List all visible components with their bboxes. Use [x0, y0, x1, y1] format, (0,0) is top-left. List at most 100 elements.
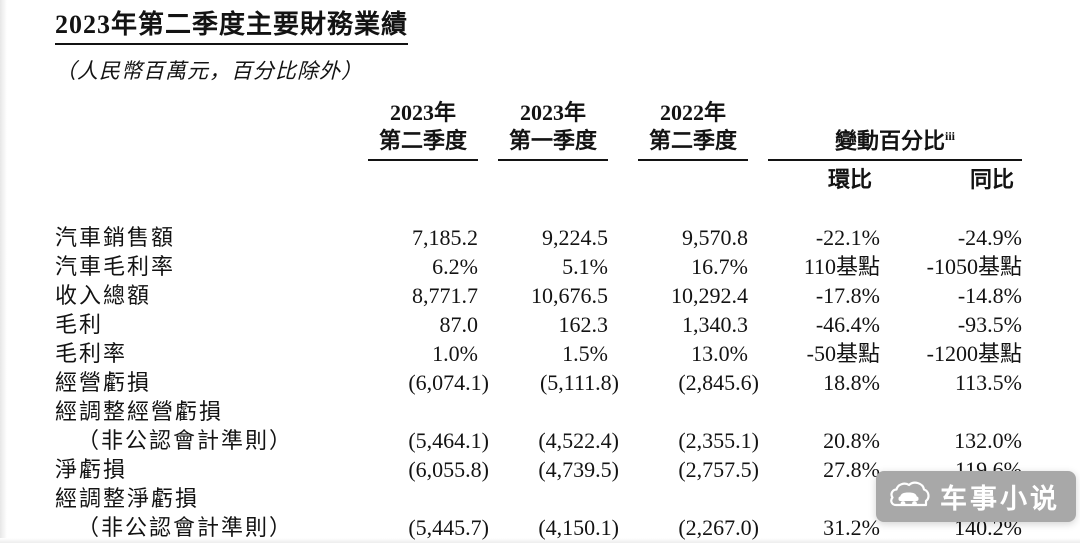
row-label: 毛利	[55, 312, 104, 337]
cell-q2-2023: (6,074.1)	[408, 370, 489, 395]
financial-results-table: 2023年 第二季度 2023年 第一季度 2022年 第二季度	[55, 99, 1034, 542]
cell-q2-2023: 1.0%	[432, 341, 478, 366]
row-label-cell: 收入總額	[55, 281, 368, 310]
spacer-cell	[55, 161, 368, 195]
subheader-yoy: 同比	[969, 167, 1014, 192]
page-title: 2023年第二季度主要財務業績	[55, 10, 1080, 45]
cell-q2-2022: (2,845.6)	[678, 370, 759, 395]
page-title-text: 2023年第二季度主要財務業績	[55, 10, 409, 45]
cell-yoy: -1050基點	[926, 254, 1022, 279]
row-label: 淨虧損	[55, 457, 128, 482]
row-label: 經營虧損	[55, 370, 152, 395]
col-header-quarter: 第二季度	[378, 128, 467, 153]
row-label-cell: 經營虧損	[55, 368, 368, 397]
table-row-adjusted-operating-loss: 經調整經營虧損 （非公認會計準則） (5,464.1) (4,522.4) (2…	[55, 397, 1034, 455]
cell-qoq: -50基點	[806, 341, 880, 366]
row-label-cell: 淨虧損	[55, 455, 368, 484]
col-header-q2-2022: 2022年 第二季度	[620, 99, 760, 161]
cell-q2-2023: 8,771.7	[412, 283, 478, 308]
cell-q2-2023: (5,464.1)	[408, 428, 489, 453]
cell-yoy: 113.5%	[954, 370, 1022, 395]
cell-qoq: -22.1%	[815, 225, 880, 250]
col-header-q2-2023: 2023年 第二季度	[368, 99, 490, 161]
quarter-header-row: 2023年 第二季度 2023年 第一季度 2022年 第二季度	[55, 99, 1034, 161]
table-row-gross-margin: 毛利率 1.0% 1.5% 13.0% -50基點 -1200基點	[55, 339, 1034, 368]
cell-q2-2022: (2,355.1)	[678, 428, 759, 453]
row-label-cell: 經調整淨虧損 （非公認會計準則）	[55, 484, 368, 542]
spacer-cell	[368, 161, 490, 195]
table-row-operating-loss: 經營虧損 (6,074.1) (5,111.8) (2,845.6) 18.8%…	[55, 368, 1034, 397]
cell-qoq: 18.8%	[823, 370, 880, 395]
cell-q2-2022: (2,267.0)	[678, 515, 759, 540]
cell-q2-2022: 10,292.4	[671, 283, 748, 308]
cell-yoy: 132.0%	[954, 428, 1022, 453]
cell-q1-2023: 9,224.5	[542, 225, 608, 250]
cell-yoy: -1200基點	[926, 341, 1022, 366]
row-label: 毛利率	[55, 341, 128, 366]
cell-q1-2023: 1.5%	[562, 341, 608, 366]
row-label: 經調整淨虧損	[55, 486, 200, 511]
col-header-quarter: 第一季度	[508, 128, 597, 153]
col-header-quarter: 第二季度	[648, 128, 737, 153]
col-header-change-pct: 變動百分比iii	[760, 99, 1034, 161]
row-sublabel: （非公認會計準則）	[77, 515, 294, 540]
change-header-label: 變動百分比	[834, 128, 945, 153]
watermark-logo-icon	[888, 480, 930, 514]
cell-q2-2023: 87.0	[439, 312, 479, 337]
row-label-cell: 毛利率	[55, 339, 368, 368]
sub-header-row: 環比 同比	[55, 161, 1034, 195]
cell-qoq: -17.8%	[815, 283, 880, 308]
cell-q1-2023: 162.3	[558, 312, 609, 337]
scan-edge-left	[0, 0, 7, 543]
page-subtitle: （人民幣百萬元，百分比除外）	[55, 59, 363, 83]
cell-q2-2022: 16.7%	[691, 254, 748, 279]
col-header-q2-2022-underline: 2022年 第二季度	[638, 99, 748, 161]
row-label: 收入總額	[55, 283, 152, 308]
subheader-qoq: 環比	[827, 167, 872, 192]
row-label: 汽車毛利率	[55, 254, 176, 279]
watermark-badge: 车事小说	[876, 471, 1076, 522]
cell-qoq: 31.2%	[823, 515, 880, 540]
col-header-q1-2023-underline: 2023年 第一季度	[498, 99, 608, 161]
col-header-year: 2022年	[659, 100, 726, 125]
cell-q2-2022: 1,340.3	[682, 312, 748, 337]
cell-qoq: 110基點	[803, 254, 880, 279]
cell-qoq: 27.8%	[823, 457, 880, 482]
col-header-year: 2023年	[389, 100, 456, 125]
cell-q1-2023: (4,522.4)	[538, 428, 619, 453]
cell-q2-2023: 6.2%	[432, 254, 478, 279]
cell-qoq: -46.4%	[815, 312, 880, 337]
cell-q1-2023: (4,739.5)	[538, 457, 619, 482]
change-header-underline: 變動百分比iii	[768, 122, 1022, 161]
table-row-gross-profit: 毛利 87.0 162.3 1,340.3 -46.4% -93.5%	[55, 310, 1034, 339]
change-header-footnote-mark: iii	[945, 128, 956, 143]
cell-q2-2022: 13.0%	[691, 341, 748, 366]
row-label: 經調整經營虧損	[55, 399, 224, 424]
row-sublabel: （非公認會計準則）	[77, 428, 294, 453]
col-header-q1-2023: 2023年 第一季度	[490, 99, 620, 161]
row-label-cell: 毛利	[55, 310, 368, 339]
spacer-cell	[620, 161, 760, 195]
row-label-cell: 汽車毛利率	[55, 252, 368, 281]
cell-q2-2022: (2,757.5)	[678, 457, 759, 482]
cell-q2-2023: (5,445.7)	[408, 515, 489, 540]
empty-header-cell	[55, 99, 368, 161]
cell-q2-2023: (6,055.8)	[408, 457, 489, 482]
table-row-adjusted-net-loss: 經調整淨虧損 （非公認會計準則） (5,445.7) (4,150.1) (2,…	[55, 484, 1034, 542]
spacer-cell	[490, 161, 620, 195]
cell-yoy: -24.9%	[957, 225, 1022, 250]
row-label-cell: 汽車銷售額	[55, 195, 368, 252]
row-label: 汽車銷售額	[55, 225, 176, 250]
cell-q2-2022: 9,570.8	[682, 225, 748, 250]
table-row-vehicle-margin: 汽車毛利率 6.2% 5.1% 16.7% 110基點 -1050基點	[55, 252, 1034, 281]
cell-yoy: -14.8%	[957, 283, 1022, 308]
cell-yoy: -93.5%	[957, 312, 1022, 337]
watermark-text: 车事小说	[940, 484, 1060, 514]
cell-q1-2023: 5.1%	[562, 254, 608, 279]
cell-q1-2023: (4,150.1)	[538, 515, 619, 540]
row-label-cell: 經調整經營虧損 （非公認會計準則）	[55, 397, 368, 455]
col-header-q2-2023-underline: 2023年 第二季度	[368, 99, 478, 161]
table-row-vehicle-sales: 汽車銷售額 7,185.2 9,224.5 9,570.8 -22.1% -24…	[55, 195, 1034, 252]
cell-q2-2023: 7,185.2	[412, 225, 478, 250]
